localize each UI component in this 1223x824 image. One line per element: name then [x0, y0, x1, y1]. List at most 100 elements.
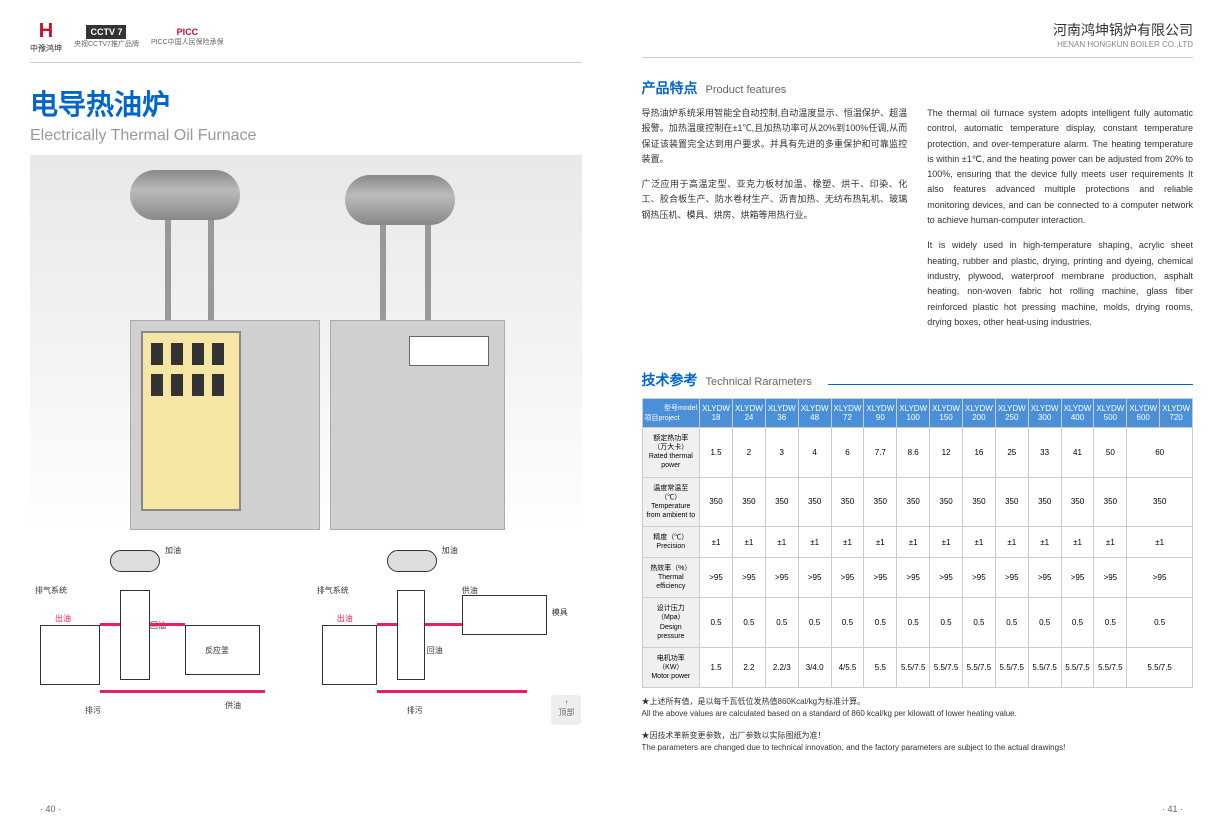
table-cell: >95 — [1028, 558, 1061, 598]
table-cell: ±1 — [765, 526, 798, 557]
table-cell: 350 — [962, 477, 995, 526]
table-cell: ±1 — [897, 526, 930, 557]
features-cn-p2: 广泛应用于高温定型、亚克力板材加温、橡塑、烘干、印染、化工、胶合板生产、防水卷材… — [642, 177, 908, 223]
table-cell: 8.6 — [897, 428, 930, 477]
table-cell: ±1 — [1061, 526, 1094, 557]
breaker-switch-icon — [171, 343, 183, 365]
header-right: 河南鸿坤锅炉有限公司 HENAN HONGKUN BOILER CO.,LTD — [642, 20, 1194, 58]
features-cn-p1: 导热油炉系统采用智能全自动控制,自动温度显示、恒温保护、超温报警。加热温度控制在… — [642, 106, 908, 167]
logo-cctv: CCTV 7 央视CCTV7推广品牌 — [74, 25, 139, 49]
table-cell: 2 — [732, 428, 765, 477]
company-name-en: HENAN HONGKUN BOILER CO.,LTD — [642, 40, 1194, 49]
table-cell: >95 — [995, 558, 1028, 598]
table-cell: 12 — [930, 428, 963, 477]
table-cell: 0.5 — [1061, 598, 1094, 647]
row-label: 温度常温至（℃）Temperature from ambient to — [642, 477, 700, 526]
right-page: 河南鸿坤锅炉有限公司 HENAN HONGKUN BOILER CO.,LTD … — [612, 0, 1223, 824]
table-row: 额定热功率（万大卡）Rated thermal power1.523467.78… — [642, 428, 1193, 477]
table-cell: 0.5 — [765, 598, 798, 647]
schematic-diagram: 加油 排气系统 出油 反应釜 回油 排污 供油 加油 排气系统 出油 — [30, 545, 582, 725]
table-cell: 350 — [700, 477, 733, 526]
left-page: H 中豫鸿坤 CCTV 7 央视CCTV7推广品牌 PICC PICC中国人民保… — [0, 0, 612, 824]
product-photo — [30, 155, 582, 535]
breaker-switch-icon — [171, 374, 183, 396]
table-cell: 60 — [1127, 428, 1193, 477]
table-notes: ★上述所有值，是以每千瓦低位发热值860Kcal/kg为标准计算。 All th… — [642, 696, 1194, 754]
table-cell: 0.5 — [995, 598, 1028, 647]
table-cell: 350 — [831, 477, 864, 526]
picc-badge: PICC — [177, 27, 199, 37]
table-cell: 350 — [864, 477, 897, 526]
table-cell: 41 — [1061, 428, 1094, 477]
table-model-header: XLYDW400 — [1061, 399, 1094, 428]
features-title-en: Product features — [706, 84, 787, 96]
label-chuyou: 出油 — [337, 613, 353, 624]
table-cell: 16 — [962, 428, 995, 477]
logo-hk-text: 中豫鸿坤 — [30, 43, 62, 54]
table-model-header: XLYDW500 — [1094, 399, 1127, 428]
table-cell: 5.5/7.5 — [1127, 647, 1193, 687]
top-button[interactable]: ↑ 顶部 — [551, 695, 581, 725]
table-cell: 350 — [930, 477, 963, 526]
table-cell: 2.2 — [732, 647, 765, 687]
breaker-switch-icon — [151, 374, 163, 396]
row-label: 电机功率（KW）Motor power — [642, 647, 700, 687]
params-title: 技术参考 Technical Rarameters — [642, 370, 1194, 390]
breaker-switch-icon — [151, 343, 163, 365]
table-model-header: XLYDW24 — [732, 399, 765, 428]
schematic-right: 加油 排气系统 出油 模具 供油 回油 排污 ↑ 顶部 — [317, 545, 582, 725]
table-cell: >95 — [1127, 558, 1193, 598]
label-moju: 模具 — [552, 607, 568, 618]
table-cell: 0.5 — [897, 598, 930, 647]
table-cell: 6 — [831, 428, 864, 477]
table-cell: ±1 — [798, 526, 831, 557]
table-cell: 0.5 — [962, 598, 995, 647]
company-name-cn: 河南鸿坤锅炉有限公司 — [642, 20, 1194, 40]
logo-hk-icon: H — [39, 20, 53, 43]
page-number-right: · 41 · — [1162, 804, 1183, 814]
table-model-header: XLYDW72 — [831, 399, 864, 428]
table-cell: 1.5 — [700, 647, 733, 687]
table-row: 电机功率（KW）Motor power1.52.22.2/33/4.04/5.5… — [642, 647, 1193, 687]
table-cell: 4 — [798, 428, 831, 477]
features-title: 产品特点 Product features — [642, 78, 1194, 98]
pipe-icon — [165, 220, 171, 320]
schem-heater-icon — [40, 625, 100, 685]
table-cell: >95 — [962, 558, 995, 598]
params-title-en: Technical Rarameters — [706, 376, 812, 388]
schem-heater-icon — [322, 625, 377, 685]
table-cell: 350 — [1061, 477, 1094, 526]
note1: ★上述所有值，是以每千瓦低位发热值860Kcal/kg为标准计算。 All th… — [642, 696, 1194, 720]
features-en-p2: It is widely used in high-temperature sh… — [927, 238, 1193, 330]
breaker-switch-icon — [212, 374, 224, 396]
table-cell: 5.5/7.5 — [1028, 647, 1061, 687]
label-gongyou: 供油 — [225, 700, 241, 711]
table-cell: 0.5 — [831, 598, 864, 647]
expansion-tank-left — [130, 170, 240, 220]
schem-mold-icon — [462, 595, 547, 635]
table-cell: 0.5 — [1127, 598, 1193, 647]
table-cell: 5.5/7.5 — [1061, 647, 1094, 687]
logo-hongkun: H 中豫鸿坤 — [30, 20, 62, 54]
breaker-switch-icon — [192, 374, 204, 396]
row-label: 设计压力（Mpa）Design pressure — [642, 598, 700, 647]
table-cell: 350 — [1028, 477, 1061, 526]
table-cell: 5.5/7.5 — [930, 647, 963, 687]
table-cell: >95 — [700, 558, 733, 598]
picc-sub: PICC中国人民保险承保 — [151, 37, 224, 47]
table-model-header: XLYDW90 — [864, 399, 897, 428]
cctv-badge: CCTV 7 — [86, 25, 126, 39]
expansion-tank-right — [345, 175, 455, 225]
table-cell: ±1 — [962, 526, 995, 557]
note2: ★因技术革新变更参数，出厂参数以实际图纸为准！ The parameters a… — [642, 730, 1194, 754]
row-label: 热效率（%）Thermal efficiency — [642, 558, 700, 598]
table-cell: ±1 — [1028, 526, 1061, 557]
table-cell: 350 — [995, 477, 1028, 526]
label-huiyou: 回油 — [427, 645, 443, 656]
schem-tank-icon — [110, 550, 160, 572]
pipe-icon — [208, 220, 214, 320]
breaker-switch-icon — [212, 343, 224, 365]
table-cell: 350 — [732, 477, 765, 526]
table-model-header: XLYDW48 — [798, 399, 831, 428]
table-model-header: XLYDW18 — [700, 399, 733, 428]
